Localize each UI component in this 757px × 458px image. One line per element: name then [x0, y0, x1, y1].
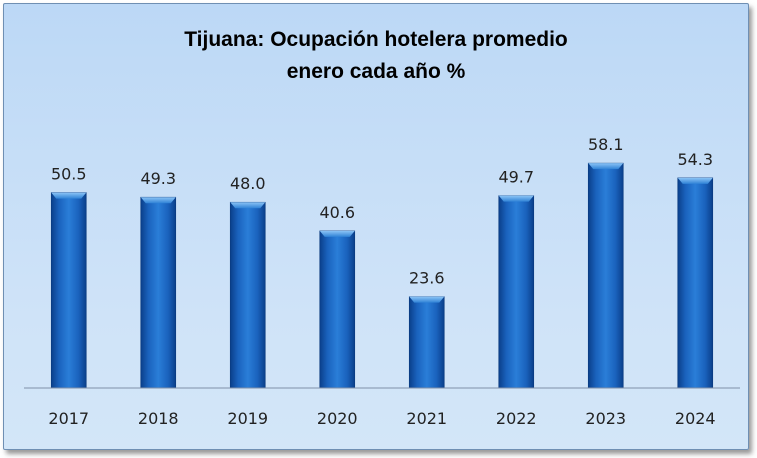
chart-frame: Tijuana: Ocupación hotelera promedio ene… [3, 3, 749, 450]
bar-chart: Tijuana: Ocupación hotelera promedio ene… [24, 28, 740, 428]
data-label-2017: 50.5 [51, 165, 87, 184]
bar-top-bevel [51, 192, 87, 199]
data-label-2019: 48.0 [230, 174, 266, 193]
bar-2017 [50, 192, 87, 389]
bar-top-bevel [498, 195, 534, 202]
bar-top-bevel [588, 163, 624, 170]
x-tick-label-2023: 2023 [585, 409, 626, 428]
x-tick-label-2021: 2021 [406, 409, 447, 428]
bars-layer [50, 162, 714, 389]
bar-2019 [229, 201, 266, 389]
x-tick-label-2022: 2022 [496, 409, 537, 428]
data-label-2020: 40.6 [319, 203, 355, 222]
bar-top-bevel [409, 296, 445, 303]
data-label-2022: 49.7 [498, 168, 534, 187]
bar-2021 [408, 296, 445, 389]
data-labels-layer: 50.5 49.3 48.0 40.6 23.6 49.7 58.1 54.3 [51, 135, 713, 288]
data-label-2018: 49.3 [140, 169, 176, 188]
chart-title: Tijuana: Ocupación hotelera promedio [184, 28, 568, 51]
x-tick-label-2017: 2017 [48, 409, 89, 428]
bar-body [140, 196, 177, 389]
x-axis-ticks-layer: 2017 2018 2019 2020 2021 2022 2023 2024 [48, 409, 715, 428]
bar-2018 [140, 196, 177, 389]
bar-2020 [319, 230, 356, 389]
data-label-2021: 23.6 [409, 269, 445, 288]
bar-body [229, 201, 266, 389]
bar-top-bevel [230, 202, 266, 209]
bar-body [498, 195, 535, 389]
bar-body [677, 177, 714, 389]
x-tick-label-2020: 2020 [317, 409, 358, 428]
bar-top-bevel [319, 230, 355, 237]
bar-2023 [587, 162, 624, 389]
x-tick-label-2018: 2018 [138, 409, 179, 428]
bar-body [50, 192, 87, 389]
bar-2024 [677, 177, 714, 389]
data-label-2023: 58.1 [588, 135, 624, 154]
x-tick-label-2019: 2019 [227, 409, 268, 428]
bar-top-bevel [677, 177, 713, 184]
bar-body [587, 162, 624, 389]
bar-body [319, 230, 356, 389]
bar-2022 [498, 195, 535, 389]
chart-subtitle: enero cada año % [287, 60, 466, 83]
data-label-2024: 54.3 [677, 150, 713, 169]
bar-top-bevel [140, 197, 176, 204]
x-tick-label-2024: 2024 [675, 409, 716, 428]
bar-body [408, 296, 445, 389]
